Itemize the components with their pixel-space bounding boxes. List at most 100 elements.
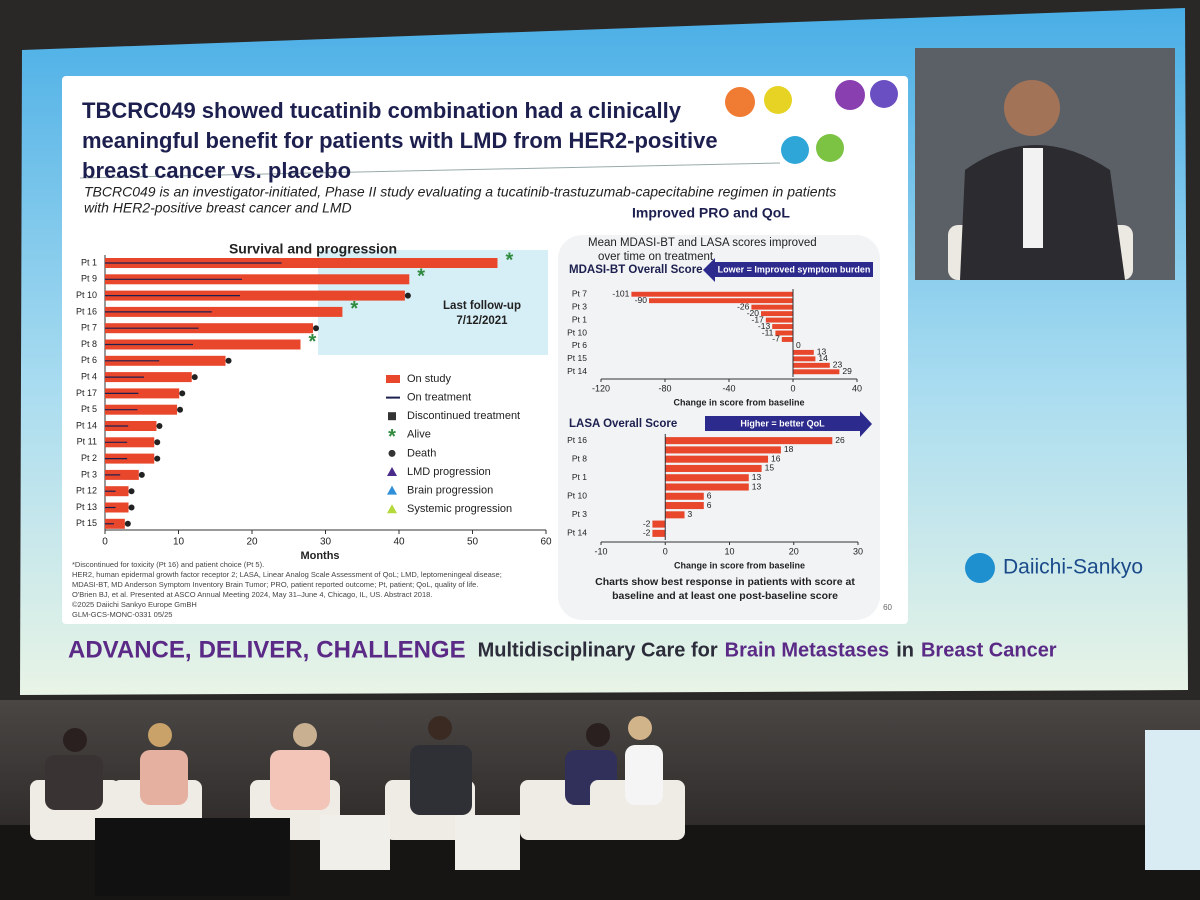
alive-marker: * [417,266,425,288]
value-label: 13 [817,347,827,357]
x-tick-label: 20 [789,546,799,556]
slide-subtitle: TBCRC049 is an investigator-initiated, P… [84,184,836,200]
y-tick-label: Pt 5 [81,404,97,414]
legend-label: Alive [407,429,431,441]
bar [665,455,769,463]
x-tick-label: 0 [102,537,108,548]
company-logo: Daiichi-Sankyo [1003,556,1143,579]
footnote: HER2, human epidermal growth factor rece… [72,570,502,579]
bar [652,520,666,528]
death-marker [179,390,186,397]
bar [665,483,749,491]
legend-label: Death [407,447,436,459]
banner-text: DELIVER, [199,636,310,663]
value-label: 16 [771,453,781,463]
value-label: 26 [835,435,845,445]
value-label: 29 [842,366,852,376]
legend-swatch [387,485,397,495]
bar [105,453,155,464]
y-tick-label: Pt 8 [572,453,587,463]
legend-label: Systemic progression [407,503,512,515]
legend-swatch: * [388,426,396,448]
bar [793,362,830,368]
death-marker [313,325,320,332]
death-marker [156,423,163,429]
banner-text: ADVANCE, [68,636,192,663]
chart-banner: Lower = Improved symptom burden [718,264,871,274]
slide-title: meaningful benefit for patients with LMD… [82,128,718,153]
death-marker [191,374,198,381]
y-tick-label: Pt 16 [76,306,97,316]
bar [665,474,749,482]
y-tick-label: Pt 15 [76,518,97,528]
y-tick-label: Pt 1 [572,472,587,482]
slide-subtitle: with HER2-positive breast cancer and LMD [84,200,352,216]
x-tick-label: 40 [393,537,405,548]
x-tick-label: 10 [724,546,734,556]
value-label: 3 [688,509,693,519]
bar [105,404,178,415]
value-label: 0 [796,340,801,350]
alive-marker: * [505,249,513,271]
x-tick-label: -80 [658,383,671,393]
slide-title: TBCRC049 showed tucatinib combination ha… [82,98,682,123]
x-axis-label: Change in score from baseline [674,560,805,570]
bar [765,317,793,323]
value-label: -26 [737,301,750,311]
alive-marker: * [309,331,317,353]
logo-shapes [725,80,898,164]
footnote: O'Brien BJ, et al. Presented at ASCO Ann… [72,590,432,599]
bar [665,464,762,472]
alive-marker: * [350,298,358,320]
value-label: 13 [752,481,762,491]
bar [105,486,129,497]
banner-text: Brain Metastases [725,639,890,661]
x-tick-label: 0 [790,383,795,393]
y-tick-label: Pt 17 [76,388,97,398]
value-label: -2 [643,518,651,528]
x-tick-label: 0 [663,546,668,556]
bar [665,502,704,510]
y-tick-label: Pt 10 [76,290,97,300]
bar [105,518,125,529]
bar [649,298,793,304]
bar [105,437,155,448]
y-tick-label: Pt 1 [572,314,587,324]
bar [652,529,666,537]
legend-label: LMD progression [407,466,491,478]
footnote: *Discontinued for toxicity (Pt 16) and p… [72,560,264,569]
legend-swatch [387,467,397,476]
death-marker [154,439,161,446]
bar [793,349,814,355]
bullet-text: Mean MDASI-BT and LASA scores improved [588,237,817,249]
chart-note: baseline and at least one post-baseline … [612,590,838,602]
value-label: -7 [772,334,780,344]
bar [105,306,343,317]
banner-text: Breast Cancer [921,639,1057,661]
y-tick-label: Pt 10 [567,491,587,501]
y-tick-label: Pt 6 [81,355,97,365]
x-tick-label: 40 [852,383,862,393]
y-tick-label: Pt 8 [81,339,97,349]
value-label: -101 [612,288,629,298]
banner-box [705,416,860,431]
legend-label: On study [407,373,452,385]
bar [793,356,816,362]
x-tick-label: 30 [320,537,332,548]
banner-text: in [896,639,914,661]
annotation: 7/12/2021 [456,315,508,327]
value-label: 6 [707,500,712,510]
y-tick-label: Pt 7 [81,323,97,333]
value-label: 18 [784,444,794,454]
value-label: -11 [762,327,774,337]
y-tick-label: Pt 10 [567,327,587,337]
death-marker [404,292,411,299]
y-tick-label: Pt 6 [572,340,587,350]
bar [105,290,405,301]
x-tick-label: 50 [467,537,479,548]
legend-swatch [388,449,396,457]
y-tick-label: Pt 14 [567,366,587,376]
bar [105,355,226,366]
x-tick-label: -10 [594,546,607,556]
